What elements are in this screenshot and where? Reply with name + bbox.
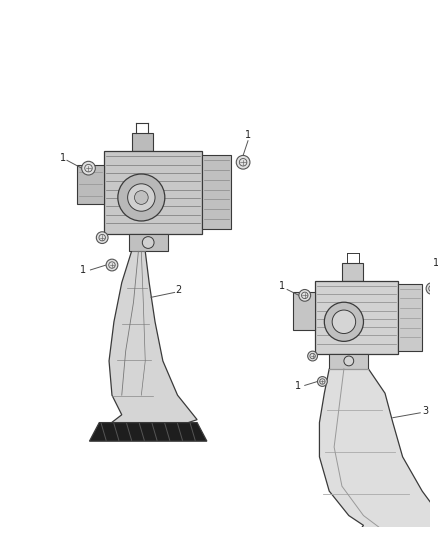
- Polygon shape: [329, 354, 368, 369]
- Polygon shape: [109, 252, 197, 425]
- Text: 1: 1: [295, 382, 301, 391]
- Polygon shape: [131, 133, 153, 150]
- Circle shape: [236, 156, 250, 169]
- Circle shape: [324, 302, 364, 341]
- Polygon shape: [104, 150, 202, 233]
- Circle shape: [106, 259, 118, 271]
- Circle shape: [134, 191, 148, 204]
- Text: 1: 1: [80, 265, 86, 275]
- Polygon shape: [89, 423, 207, 441]
- Polygon shape: [202, 156, 231, 229]
- Polygon shape: [129, 233, 168, 252]
- Circle shape: [127, 184, 155, 211]
- Polygon shape: [398, 284, 422, 351]
- Circle shape: [344, 356, 354, 366]
- Circle shape: [142, 237, 154, 248]
- Circle shape: [426, 282, 438, 294]
- Polygon shape: [319, 369, 438, 533]
- Text: 1: 1: [279, 280, 285, 290]
- Text: 1: 1: [245, 130, 251, 140]
- Text: 2: 2: [175, 286, 182, 295]
- Circle shape: [96, 232, 108, 244]
- Polygon shape: [293, 293, 314, 329]
- Polygon shape: [342, 263, 364, 281]
- Polygon shape: [314, 281, 398, 354]
- Circle shape: [318, 377, 327, 386]
- Circle shape: [308, 351, 318, 361]
- Text: 3: 3: [422, 406, 428, 416]
- Text: 1: 1: [60, 154, 66, 163]
- Polygon shape: [77, 165, 104, 204]
- Circle shape: [299, 289, 311, 301]
- Circle shape: [81, 161, 95, 175]
- Text: 1: 1: [433, 258, 438, 268]
- Circle shape: [118, 174, 165, 221]
- Circle shape: [332, 310, 356, 334]
